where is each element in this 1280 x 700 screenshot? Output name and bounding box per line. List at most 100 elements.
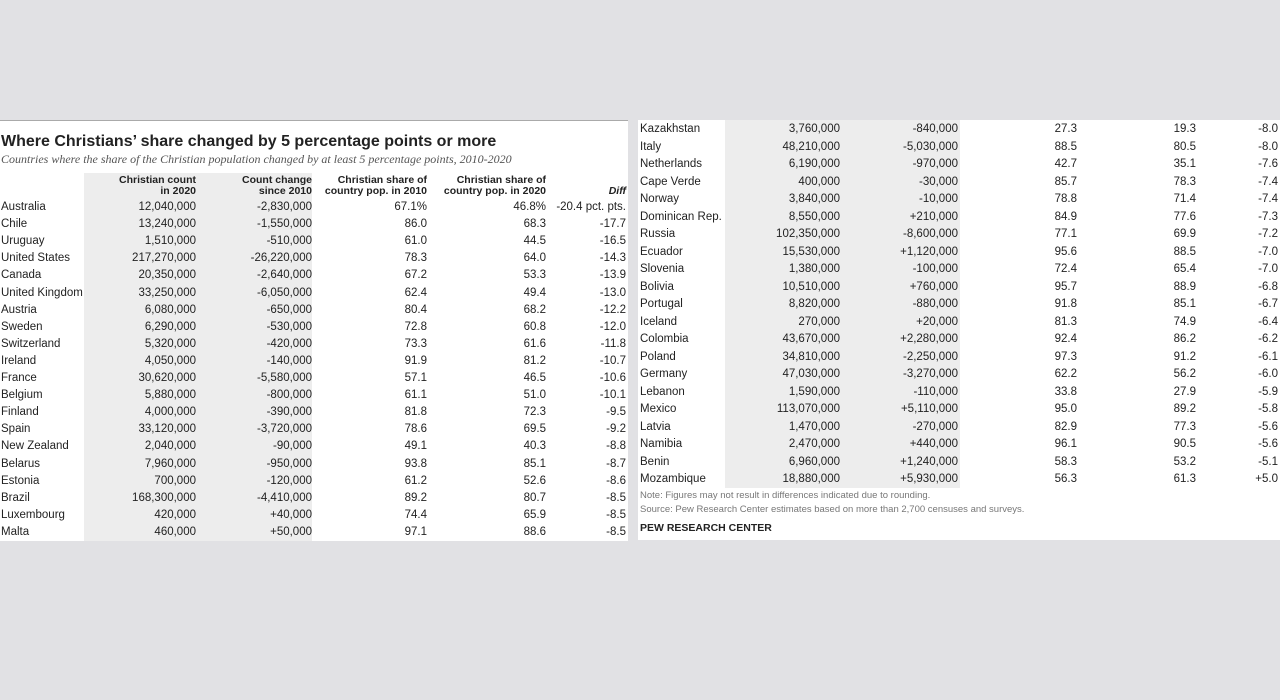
cell: 44.5 — [523, 235, 546, 248]
cell: 35.1 — [1173, 158, 1196, 170]
cell: -840,000 — [912, 123, 958, 135]
cell: -10.7 — [599, 354, 626, 367]
cell: 3,760,000 — [788, 123, 840, 135]
country: Italy — [640, 140, 662, 153]
cell: -6.8 — [1258, 280, 1278, 293]
cell: 48,210,000 — [782, 140, 840, 153]
cell: -7.4 — [1258, 175, 1278, 188]
cell: 89.2 — [1173, 403, 1196, 415]
cell: 88.9 — [1173, 280, 1196, 293]
cell: 97.3 — [1054, 350, 1077, 363]
cell: -7.0 — [1258, 245, 1278, 258]
cell: 43,670,000 — [782, 333, 840, 345]
cell: 6,080,000 — [144, 303, 196, 316]
cell: +1,240,000 — [900, 455, 958, 468]
country: Belarus — [1, 457, 40, 470]
cell: 5,880,000 — [144, 389, 196, 402]
cell: -6.1 — [1258, 350, 1278, 363]
cell: 53.3 — [523, 269, 546, 282]
cell: 67.1% — [394, 201, 427, 213]
cell: -5.8 — [1258, 403, 1278, 415]
cell: 20,350,000 — [138, 269, 196, 282]
cell: -8.6 — [606, 474, 626, 487]
cell: -9.5 — [606, 406, 626, 419]
country: Chile — [1, 218, 28, 231]
cell: +1,120,000 — [900, 245, 958, 258]
cell: 1,590,000 — [788, 385, 840, 398]
country: Lebanon — [640, 385, 685, 398]
cell: -420,000 — [266, 337, 312, 350]
country: Portugal — [640, 298, 683, 310]
cell: -100,000 — [912, 263, 958, 275]
cell: 88.5 — [1054, 140, 1077, 153]
cell: -950,000 — [266, 457, 312, 470]
cell: 78.3 — [404, 252, 427, 265]
cell: 62.2 — [1054, 368, 1077, 380]
cell: 33,250,000 — [138, 286, 196, 299]
cell: 80.5 — [1173, 140, 1196, 153]
cell: -5.6 — [1258, 438, 1278, 450]
country: Luxembourg — [1, 508, 65, 521]
cell: 52.6 — [523, 474, 546, 487]
column-header: Count change — [242, 174, 312, 186]
country: Canada — [1, 269, 42, 282]
cell: -7.6 — [1258, 158, 1278, 170]
cell: 78.8 — [1054, 193, 1077, 205]
cell: 68.2 — [523, 303, 546, 316]
cell: 1,510,000 — [144, 235, 196, 248]
cell: 86.2 — [1173, 333, 1196, 345]
left-panel: Where Christians’ share changed by 5 per… — [0, 120, 628, 541]
cell: -10,000 — [918, 193, 958, 205]
cell: 84.9 — [1054, 210, 1077, 223]
cell: 420,000 — [154, 508, 196, 521]
cell: 61.0 — [404, 235, 427, 248]
cell: 61.6 — [523, 337, 546, 350]
cell: 47,030,000 — [782, 368, 840, 380]
cell: 270,000 — [798, 315, 840, 328]
cell: 91.2 — [1173, 350, 1196, 363]
cell: 62.4 — [404, 286, 427, 299]
cell: +40,000 — [270, 508, 312, 521]
cell: 10,510,000 — [782, 280, 840, 293]
cell: -8.5 — [606, 508, 626, 521]
cell: +5,930,000 — [900, 473, 958, 485]
cell: -6.0 — [1258, 368, 1278, 380]
shaded-columns — [84, 173, 312, 541]
cell: -13.0 — [599, 286, 626, 299]
cell: -1,550,000 — [257, 218, 312, 231]
cell: 89.2 — [404, 491, 427, 504]
cell: -6,050,000 — [257, 286, 312, 299]
cell: -8.0 — [1258, 140, 1278, 153]
cell: 34,810,000 — [782, 350, 840, 363]
cell: -650,000 — [266, 303, 312, 316]
shaded-columns — [725, 120, 960, 488]
cell: -20.4 pct. pts. — [556, 201, 626, 213]
cell: 30,620,000 — [138, 372, 196, 384]
cell: -10.1 — [599, 389, 626, 402]
cell: 64.0 — [523, 252, 546, 265]
cell: 81.8 — [404, 406, 427, 419]
cell: 2,470,000 — [788, 438, 840, 450]
cell: 71.4 — [1173, 193, 1196, 205]
country: Sweden — [1, 320, 43, 333]
country: New Zealand — [1, 440, 69, 453]
cell: 61.2 — [404, 474, 427, 487]
country: Benin — [640, 455, 670, 468]
cell: 49.4 — [523, 286, 546, 299]
cell: 69.5 — [523, 423, 546, 436]
cell: -7.4 — [1258, 193, 1278, 205]
country: Mozambique — [640, 473, 706, 485]
cell: -5.9 — [1258, 385, 1278, 398]
cell: 68.3 — [523, 218, 546, 231]
cell: 67.2 — [404, 269, 427, 282]
cell: +50,000 — [270, 525, 312, 538]
country: Malta — [1, 525, 30, 538]
column-header: country pop. in 2020 — [443, 185, 546, 197]
country: Germany — [640, 368, 688, 380]
country: Brazil — [1, 491, 30, 504]
cell: 74.4 — [404, 508, 427, 521]
note: Note: Figures may not result in differen… — [640, 490, 931, 501]
cell: -880,000 — [912, 298, 958, 310]
cell: 61.3 — [1173, 473, 1196, 485]
